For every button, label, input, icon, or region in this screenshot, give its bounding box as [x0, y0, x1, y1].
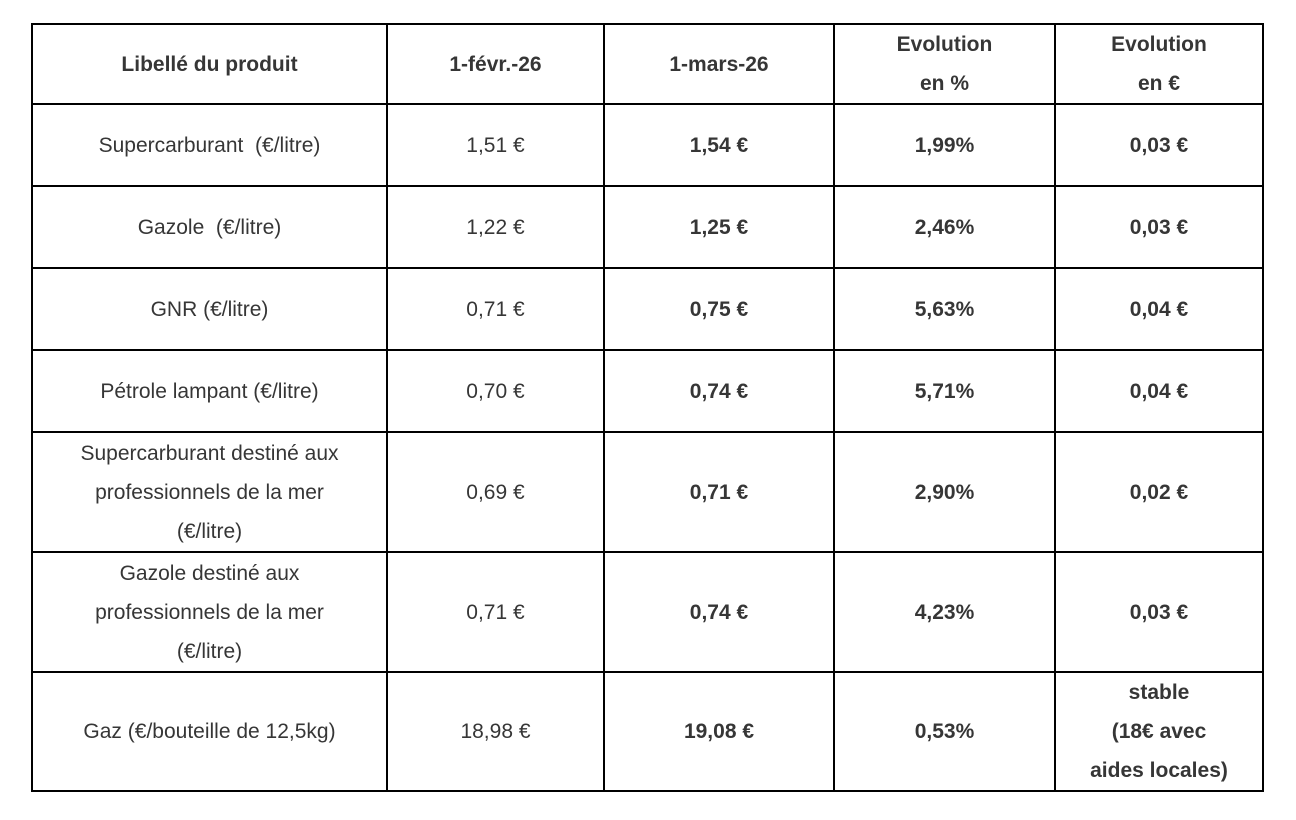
table-header: Libellé du produit 1-févr.-26 1-mars-26 … — [31, 22, 1264, 106]
price-feb: 0,69 € — [386, 431, 605, 554]
price-feb: 1,22 € — [386, 185, 605, 270]
table-row: Supercarburant (€/litre) 1,51 € 1,54 € 1… — [31, 103, 1264, 188]
table-row: Gaz (€/bouteille de 12,5kg) 18,98 € 19,0… — [31, 671, 1264, 793]
fuel-price-table: Libellé du produit 1-févr.-26 1-mars-26 … — [31, 22, 1264, 793]
product-label: Pétrole lampant (€/litre) — [31, 349, 388, 434]
price-mar: 1,54 € — [603, 103, 835, 188]
column-header-evolution-pct: Evolution en % — [833, 22, 1056, 106]
product-label: Gazole destiné aux professionnels de la … — [31, 551, 388, 674]
price-mar: 1,25 € — [603, 185, 835, 270]
column-header-date-feb: 1-févr.-26 — [386, 22, 605, 106]
evolution-eur: 0,03 € — [1054, 185, 1264, 270]
table-row: Supercarburant destiné aux professionnel… — [31, 431, 1264, 554]
evolution-pct: 4,23% — [833, 551, 1056, 674]
column-header-date-mar: 1-mars-26 — [603, 22, 835, 106]
evolution-pct: 0,53% — [833, 671, 1056, 793]
evolution-eur: 0,03 € — [1054, 103, 1264, 188]
evolution-pct: 2,90% — [833, 431, 1056, 554]
price-mar: 19,08 € — [603, 671, 835, 793]
price-mar: 0,71 € — [603, 431, 835, 554]
product-label: Gaz (€/bouteille de 12,5kg) — [31, 671, 388, 793]
price-mar: 0,74 € — [603, 349, 835, 434]
evolution-eur: 0,04 € — [1054, 349, 1264, 434]
table-body: Supercarburant (€/litre) 1,51 € 1,54 € 1… — [31, 103, 1264, 793]
price-mar: 0,74 € — [603, 551, 835, 674]
evolution-pct: 5,71% — [833, 349, 1056, 434]
evolution-eur: 0,02 € — [1054, 431, 1264, 554]
table-row: Pétrole lampant (€/litre) 0,70 € 0,74 € … — [31, 349, 1264, 434]
price-feb: 0,71 € — [386, 267, 605, 352]
evolution-eur: 0,03 € — [1054, 551, 1264, 674]
product-label: Supercarburant (€/litre) — [31, 103, 388, 188]
evolution-pct: 1,99% — [833, 103, 1056, 188]
price-feb: 0,71 € — [386, 551, 605, 674]
price-feb: 18,98 € — [386, 671, 605, 793]
table-row: Gazole (€/litre) 1,22 € 1,25 € 2,46% 0,0… — [31, 185, 1264, 270]
price-feb: 1,51 € — [386, 103, 605, 188]
price-mar: 0,75 € — [603, 267, 835, 352]
product-label: GNR (€/litre) — [31, 267, 388, 352]
evolution-eur: 0,04 € — [1054, 267, 1264, 352]
table-row: Gazole destiné aux professionnels de la … — [31, 551, 1264, 674]
evolution-eur-note: stable (18€ avec aides locales) — [1054, 671, 1264, 793]
column-header-evolution-eur: Evolution en € — [1054, 22, 1264, 106]
evolution-pct: 5,63% — [833, 267, 1056, 352]
evolution-pct: 2,46% — [833, 185, 1056, 270]
price-feb: 0,70 € — [386, 349, 605, 434]
header-row: Libellé du produit 1-févr.-26 1-mars-26 … — [31, 22, 1264, 106]
product-label: Gazole (€/litre) — [31, 185, 388, 270]
product-label: Supercarburant destiné aux professionnel… — [31, 431, 388, 554]
column-header-product: Libellé du produit — [31, 22, 388, 106]
table-row: GNR (€/litre) 0,71 € 0,75 € 5,63% 0,04 € — [31, 267, 1264, 352]
